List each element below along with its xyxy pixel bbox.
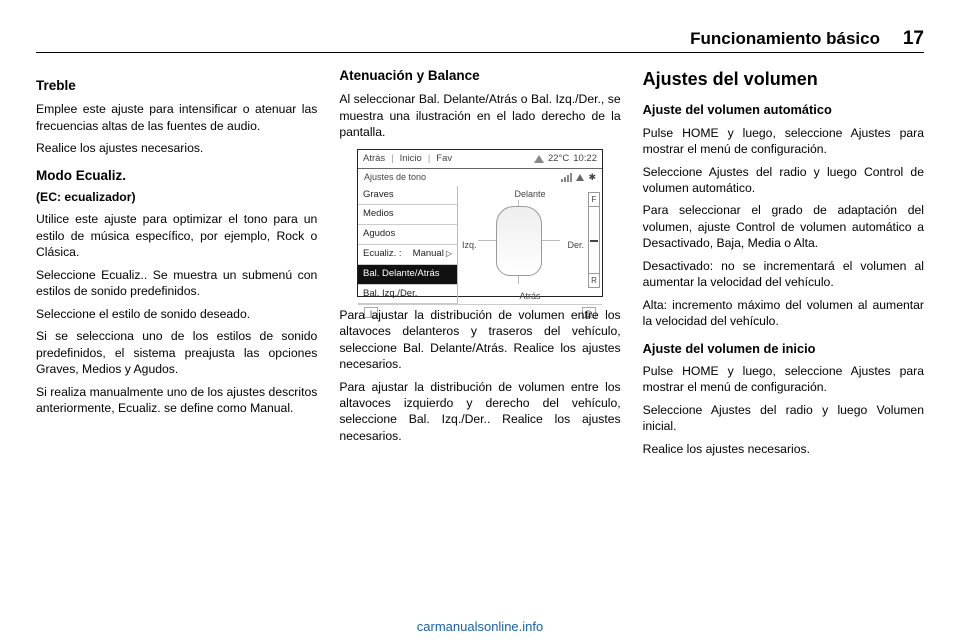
- divider: |: [391, 153, 393, 166]
- slider-bottom: R: [589, 273, 599, 287]
- time-value: 10:22: [573, 153, 597, 166]
- text: Seleccione Ajustes del radio y luego Con…: [643, 164, 924, 197]
- fader-slider: F R: [588, 192, 600, 288]
- menu-graves: Graves: [358, 186, 457, 206]
- heading-treble: Treble: [36, 77, 317, 95]
- column-1: Treble Emplee este ajuste para intensifi…: [36, 67, 317, 620]
- text: Al seleccionar Bal. Delante/Atrás o Bal.…: [339, 91, 620, 140]
- text: Para seleccionar el grado de adaptación …: [643, 202, 924, 251]
- heading-volume-settings: Ajustes del volumen: [643, 67, 924, 91]
- status-icons: ✱: [561, 171, 596, 183]
- heading-start-volume: Ajuste del volumen de inicio: [643, 340, 924, 357]
- text: Utilice este ajuste para optimizar el to…: [36, 211, 317, 260]
- slider-track: [589, 207, 599, 273]
- label-atras: Atrás: [519, 290, 540, 302]
- label-izq: Izq.: [462, 239, 477, 251]
- page-number: 17: [888, 28, 924, 50]
- menu-agudos: Agudos: [358, 225, 457, 245]
- balance-diagram: Delante Atrás Izq. Der. F R: [458, 186, 602, 305]
- car-icon: [496, 206, 542, 276]
- text: Realice los ajustes necesarios.: [643, 441, 924, 457]
- heading-eq-mode: Modo Ecualiz.: [36, 167, 317, 185]
- text: Seleccione Ecualiz.. Se muestra un subme…: [36, 267, 317, 300]
- eq-value: Manual: [413, 248, 444, 261]
- menu-ecualiz: Ecualiz. : Manual ▷: [358, 245, 457, 265]
- content-columns: Treble Emplee este ajuste para intensifi…: [36, 67, 924, 620]
- text: Pulse HOME y luego, seleccione Ajustes p…: [643, 125, 924, 158]
- temp-value: 22°C: [548, 153, 569, 166]
- column-3: Ajustes del volumen Ajuste del volumen a…: [643, 67, 924, 620]
- watermark-url: carmanualsonline.info: [0, 619, 960, 634]
- text: Si realiza manualmente uno de los ajuste…: [36, 384, 317, 417]
- label-delante: Delante: [514, 188, 545, 200]
- wifi-icon: [534, 155, 544, 163]
- text: Alta: incremento máximo del volumen al a…: [643, 297, 924, 330]
- screen-topbar: Atrás | Inicio | Fav 22°C 10:22: [358, 150, 602, 170]
- text: Pulse HOME y luego, seleccione Ajustes p…: [643, 363, 924, 396]
- chevron-right-icon: ▷: [446, 249, 452, 260]
- page-header: Funcionamiento básico 17: [36, 28, 924, 53]
- signal-icon: [561, 173, 572, 182]
- label-der: Der.: [567, 239, 584, 251]
- divider: |: [428, 153, 430, 166]
- column-2: Atenuación y Balance Al seleccionar Bal.…: [339, 67, 620, 620]
- btn-back: Atrás: [363, 153, 385, 166]
- nav-icon: [576, 174, 584, 181]
- infotainment-screenshot: Atrás | Inicio | Fav 22°C 10:22 Ajustes …: [357, 149, 603, 297]
- chapter-title: Funcionamiento básico: [36, 29, 888, 49]
- menu-bal-da: Bal. Delante/Atrás: [358, 265, 457, 285]
- screen-title: Ajustes de tono: [364, 171, 426, 183]
- slider-top: F: [589, 193, 599, 207]
- eq-label: Ecualiz. :: [363, 248, 402, 261]
- screen-body: Graves Medios Agudos Ecualiz. : Manual ▷…: [358, 186, 602, 305]
- text: Para ajustar la distribución de volumen …: [339, 379, 620, 445]
- btn-home: Inicio: [400, 153, 422, 166]
- bt-icon: ✱: [588, 171, 596, 183]
- menu-medios: Medios: [358, 205, 457, 225]
- tone-menu: Graves Medios Agudos Ecualiz. : Manual ▷…: [358, 186, 458, 305]
- text: Realice los ajustes necesarios.: [36, 140, 317, 156]
- text: Si se selecciona uno de los estilos de s…: [36, 328, 317, 377]
- text: Desactivado: no se incrementará el volum…: [643, 258, 924, 291]
- text: Seleccione el estilo de sonido deseado.: [36, 306, 317, 322]
- heading-balance: Atenuación y Balance: [339, 67, 620, 85]
- status-area: 22°C 10:22: [534, 153, 597, 166]
- text: Emplee este ajuste para intensificar o a…: [36, 101, 317, 134]
- screen-subheader: Ajustes de tono ✱: [358, 169, 602, 185]
- eq-subtitle: (EC: ecualizador): [36, 189, 317, 205]
- text: Seleccione Ajustes del radio y luego Vol…: [643, 402, 924, 435]
- menu-bal-id: Bal. Izq./Der.: [358, 285, 457, 305]
- manual-page: Funcionamiento básico 17 Treble Emplee e…: [0, 0, 960, 642]
- slider-mark: [590, 240, 598, 242]
- text: Para ajustar la distribución de volumen …: [339, 307, 620, 373]
- heading-auto-volume: Ajuste del volumen automático: [643, 101, 924, 118]
- btn-fav: Fav: [436, 153, 452, 166]
